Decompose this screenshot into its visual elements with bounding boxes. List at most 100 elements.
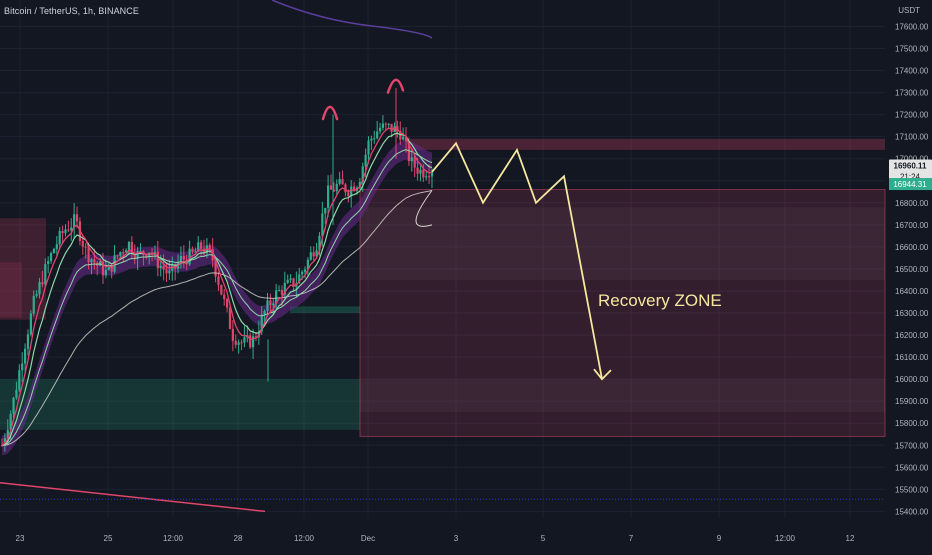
- sma-long-tail: [415, 190, 433, 227]
- candle-body: [240, 342, 243, 344]
- pink-trend-line: [0, 481, 266, 513]
- candle-body: [378, 127, 382, 132]
- candle-body: [277, 290, 281, 292]
- candle-body: [272, 303, 275, 306]
- candle-body: [26, 334, 30, 349]
- candle-body: [21, 363, 24, 371]
- candle-body: [301, 271, 304, 275]
- y-tick-label: 17600.00: [895, 22, 929, 31]
- candle-body: [217, 276, 220, 285]
- candle-body: [384, 123, 387, 125]
- y-tick-label: 16300.00: [895, 309, 929, 318]
- candle-body: [104, 270, 107, 276]
- candle-body: [292, 278, 295, 288]
- candle-body: [84, 246, 87, 248]
- y-tick-label: 16000.00: [895, 375, 929, 384]
- candle-body: [93, 259, 96, 263]
- candle-body: [286, 279, 289, 283]
- candle-body: [61, 230, 64, 234]
- candle-body: [416, 167, 419, 174]
- candle-body: [12, 397, 15, 414]
- zone-green-demand: [0, 379, 360, 430]
- candle-body: [260, 314, 263, 332]
- candle-body: [49, 253, 53, 262]
- y-tick-label: 17300.00: [895, 89, 929, 98]
- x-tick-label: 25: [104, 534, 113, 543]
- ema-mid-line: [1, 132, 433, 446]
- zone-left-red: [0, 218, 46, 320]
- candle-body: [179, 255, 183, 263]
- candle-body: [335, 183, 338, 192]
- candle-body: [387, 123, 390, 125]
- candle-body: [352, 186, 356, 191]
- candle-body: [122, 252, 125, 254]
- candle-body: [174, 264, 177, 269]
- y-tick-label: 16600.00: [895, 243, 929, 252]
- candle-body: [139, 250, 142, 252]
- top-mark-2: [386, 78, 405, 94]
- candle-body: [67, 229, 70, 231]
- candle-body: [116, 255, 119, 257]
- candle-body: [55, 244, 58, 249]
- candle-body: [107, 265, 110, 271]
- candle-body: [402, 136, 405, 140]
- candle-body: [347, 192, 350, 197]
- candle-body: [75, 214, 79, 222]
- candle-body: [136, 251, 139, 259]
- price-zones: [0, 138, 886, 437]
- candle-body: [430, 171, 434, 177]
- candle-body: [249, 335, 252, 348]
- candle-body: [338, 179, 341, 184]
- ema-slow-line: [1, 149, 433, 446]
- current-price-badge: [889, 178, 932, 191]
- top-mark-1: [321, 105, 339, 121]
- candle-body: [428, 176, 431, 178]
- candle-body: [3, 438, 6, 446]
- countdown-label: 21:24: [900, 173, 921, 182]
- candle-body: [410, 157, 413, 162]
- candle-body: [119, 252, 122, 256]
- candle-body: [243, 337, 246, 343]
- candle-body: [376, 131, 379, 139]
- candle-body: [38, 282, 41, 295]
- candle-body: [364, 154, 367, 167]
- candle-body: [306, 259, 310, 270]
- candle-body: [425, 176, 428, 178]
- candle-body: [228, 307, 232, 329]
- candle-body: [148, 252, 151, 258]
- candle-body: [0, 445, 4, 447]
- candle-body: [298, 274, 301, 284]
- y-tick-label: 17100.00: [895, 133, 929, 142]
- candle-body: [329, 185, 333, 190]
- top-marks: [321, 78, 405, 121]
- candle-body: [58, 230, 61, 245]
- x-tick-label: 12:00: [294, 534, 315, 543]
- y-tick-label: 15800.00: [895, 419, 929, 428]
- purple-trend-line: [271, 0, 433, 39]
- candle-body: [156, 251, 159, 269]
- candle-body: [321, 213, 324, 236]
- candle-body: [324, 207, 327, 214]
- x-tick-label: 12: [846, 534, 855, 543]
- candle-body: [32, 295, 35, 314]
- candle-body: [159, 266, 162, 269]
- candle-body: [208, 245, 211, 249]
- candle-body: [303, 269, 307, 272]
- ema-fast-line: [1, 127, 433, 446]
- candle-body: [165, 269, 168, 274]
- candle-body: [370, 138, 373, 141]
- candle-body: [275, 290, 278, 304]
- zone-inner-band: [360, 207, 885, 280]
- candle-body: [341, 179, 344, 185]
- y-tick-label: 16500.00: [895, 265, 929, 274]
- y-tick-label: 16200.00: [895, 331, 929, 340]
- candle-body: [373, 138, 376, 140]
- candle-body: [283, 282, 286, 295]
- candle-body: [90, 259, 93, 263]
- candle-body: [182, 255, 185, 260]
- projection-arrowhead: [593, 368, 612, 381]
- candle-body: [52, 248, 56, 254]
- candle-body: [234, 340, 237, 345]
